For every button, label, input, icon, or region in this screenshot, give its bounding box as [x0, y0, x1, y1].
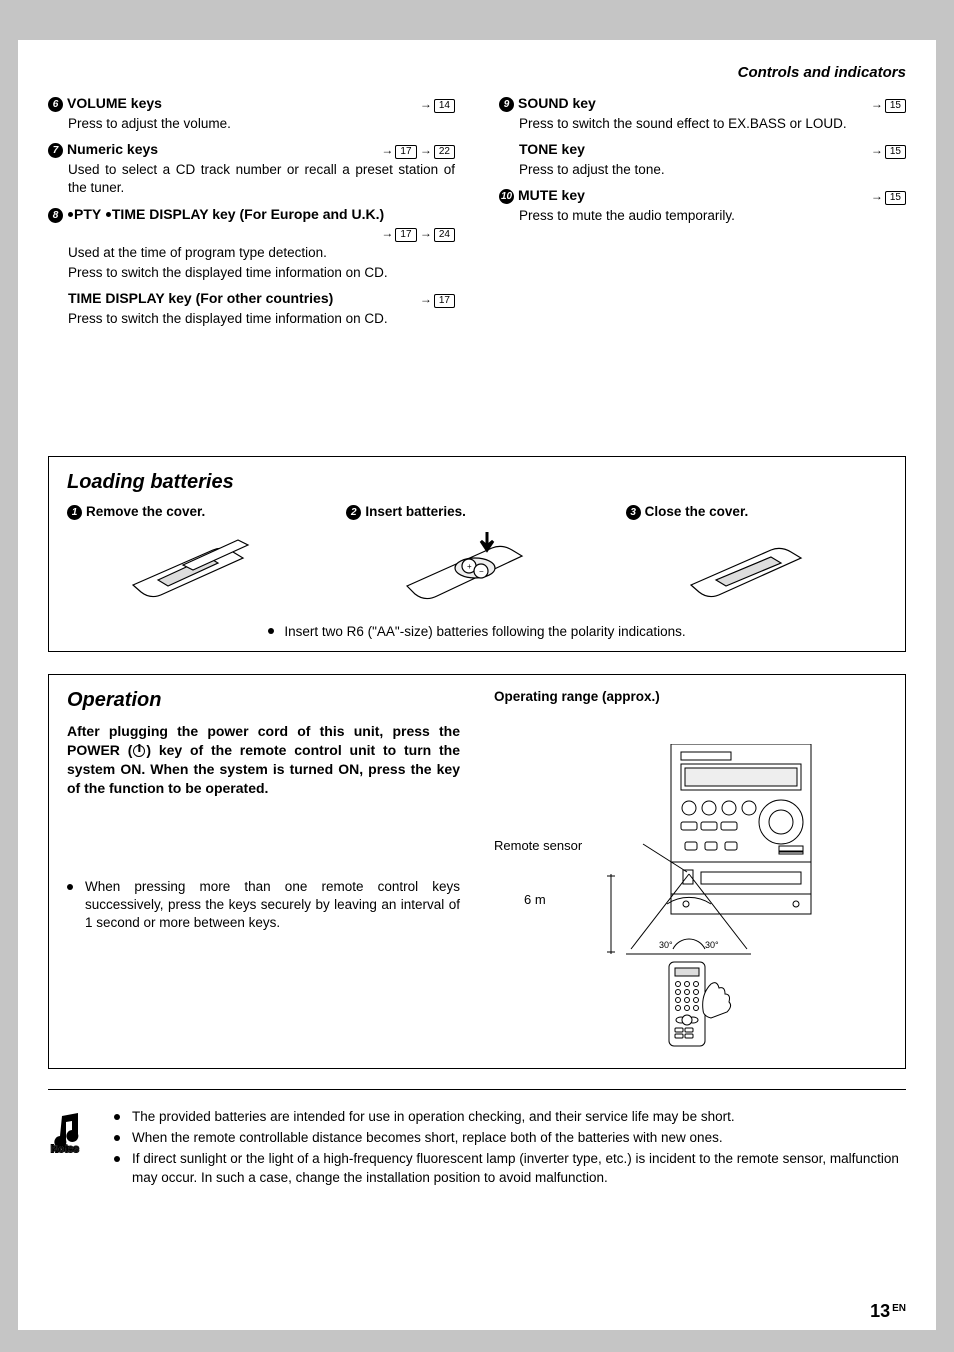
item-numeric-keys: 7 Numeric keys →17 →22 Used to select a C… — [48, 141, 455, 197]
dot-icon — [106, 212, 111, 217]
bullet-number-icon: 7 — [48, 143, 63, 158]
item-desc: Press to adjust the volume. — [68, 115, 455, 133]
operation-right: Operating range (approx.) Remote sensor … — [494, 689, 887, 1054]
remote-close-cover-illustration — [626, 526, 887, 614]
operation-box: Operation After plugging the power cord … — [48, 674, 906, 1069]
page-number: 13EN — [870, 1301, 906, 1322]
power-icon — [133, 745, 145, 757]
battery-step-3: 3 Close the cover. — [626, 504, 887, 614]
item-desc: Press to switch the displayed time infor… — [68, 264, 455, 282]
operation-bullet: When pressing more than one remote contr… — [67, 878, 460, 933]
left-column: 6 VOLUME keys →14 Press to adjust the vol… — [48, 95, 455, 336]
item-time-display-other: TIME DISPLAY key (For other countries) →… — [48, 290, 455, 328]
manual-page: Controls and indicators 6 VOLUME keys →14… — [18, 40, 936, 1330]
page-ref: →15 — [871, 97, 906, 113]
page-ref: →17 →22 — [381, 143, 455, 159]
section-header: Controls and indicators — [48, 64, 906, 81]
svg-text:KENWOOD: KENWOOD — [686, 755, 718, 761]
battery-step-1: 1 Remove the cover. — [67, 504, 328, 614]
operation-intro: After plugging the power cord of this un… — [67, 722, 460, 798]
bullet-number-icon: 2 — [346, 505, 361, 520]
battery-step-2: 2 Insert batteries. + − — [346, 504, 607, 614]
item-volume-keys: 6 VOLUME keys →14 Press to adjust the vol… — [48, 95, 455, 133]
item-desc: Press to switch the sound effect to EX.B… — [519, 115, 906, 133]
item-desc: Press to adjust the tone. — [519, 161, 906, 179]
remote-remove-cover-illustration — [67, 526, 328, 614]
bullet-number-icon: 1 — [67, 505, 82, 520]
notes-list: The provided batteries are intended for … — [114, 1108, 906, 1190]
item-title: VOLUME keys — [67, 95, 162, 111]
step-label: Close the cover. — [645, 504, 749, 519]
remote-insert-batteries-illustration: + − — [346, 526, 607, 614]
page-ref: →17 — [420, 292, 455, 308]
item-sound-key: 9 SOUND key →15 Press to switch the sound… — [499, 95, 906, 133]
page-ref: →15 — [871, 143, 906, 159]
step-label: Insert batteries. — [365, 504, 466, 519]
note-text: If direct sunlight or the light of a hig… — [132, 1150, 906, 1188]
item-title: MUTE key — [518, 187, 585, 203]
item-desc: Press to switch the displayed time infor… — [68, 310, 455, 328]
dot-icon — [68, 212, 73, 217]
battery-note: Insert two R6 ("AA"-size) batteries foll… — [67, 624, 887, 639]
item-desc: Used at the time of program type detecti… — [68, 244, 455, 262]
notes-icon: Notes Notes — [48, 1108, 88, 1190]
step-label: Remove the cover. — [86, 504, 205, 519]
item-title: Numeric keys — [67, 141, 158, 157]
distance-label: 6 m — [524, 892, 546, 907]
svg-text:30°: 30° — [659, 940, 673, 950]
bullet-number-icon: 9 — [499, 97, 514, 112]
svg-text:+: + — [467, 562, 472, 571]
item-pty-time-display: 8 PTY TIME DISPLAY key (For Europe and U.… — [48, 206, 455, 282]
remote-sensor-label: Remote sensor — [494, 838, 582, 853]
controls-columns: 6 VOLUME keys →14 Press to adjust the vol… — [48, 95, 906, 336]
item-tone-key: TONE key →15 Press to adjust the tone. — [499, 141, 906, 179]
item-desc: Press to mute the audio temporarily. — [519, 207, 906, 225]
right-column: 9 SOUND key →15 Press to switch the sound… — [499, 95, 906, 336]
operating-range-title: Operating range (approx.) — [494, 689, 887, 704]
item-title: TIME DISPLAY key (For other countries) — [68, 290, 333, 306]
bullet-icon — [114, 1156, 120, 1162]
page-ref: →14 — [420, 97, 455, 113]
bullet-number-icon: 10 — [499, 189, 514, 204]
item-title-b: TIME DISPLAY key (For Europe and U.K.) — [112, 206, 384, 222]
box-title: Operation — [67, 689, 460, 712]
bullet-icon — [268, 628, 274, 634]
page-ref: →17 →24 — [381, 226, 455, 240]
note-text: The provided batteries are intended for … — [132, 1108, 735, 1127]
operating-range-illustration: KENWOOD — [541, 744, 841, 1054]
item-desc: Used to select a CD track number or reca… — [68, 161, 455, 197]
box-title: Loading batteries — [67, 471, 887, 494]
loading-batteries-box: Loading batteries 1 Remove the cover. 2 In… — [48, 456, 906, 652]
bullet-number-icon: 6 — [48, 97, 63, 112]
item-title-a: PTY — [74, 206, 101, 222]
operation-left: Operation After plugging the power cord … — [67, 689, 460, 1054]
svg-text:Notes: Notes — [51, 1144, 79, 1155]
page-ref: →15 — [871, 189, 906, 205]
bullet-icon — [114, 1114, 120, 1120]
item-title: SOUND key — [518, 95, 596, 111]
bullet-number-icon: 8 — [48, 208, 63, 223]
notes-row: Notes Notes The provided batteries are i… — [48, 1089, 906, 1190]
item-mute-key: 10 MUTE key →15 Press to mute the audio t… — [499, 187, 906, 225]
note-text: When the remote controllable distance be… — [132, 1129, 723, 1148]
item-title: TONE key — [519, 141, 585, 157]
svg-text:30°: 30° — [705, 940, 719, 950]
bullet-number-icon: 3 — [626, 505, 641, 520]
bullet-icon — [67, 884, 73, 890]
bullet-icon — [114, 1135, 120, 1141]
svg-text:−: − — [479, 567, 484, 576]
